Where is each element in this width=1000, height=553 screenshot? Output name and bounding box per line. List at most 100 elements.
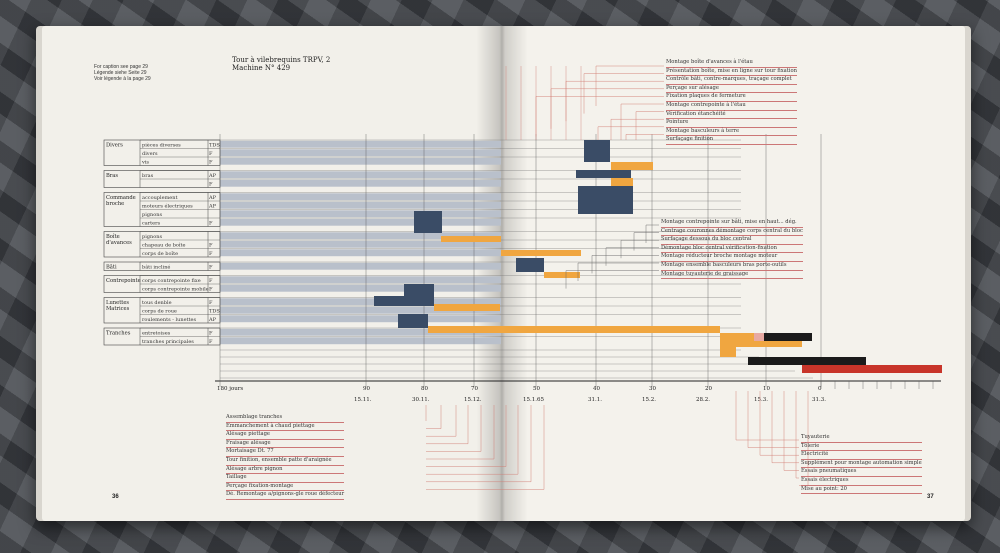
date-tick-label: 15.1.65: [523, 397, 544, 403]
activity-block: [584, 140, 610, 162]
supplier-code: F: [209, 278, 213, 284]
lead-time-bar: [220, 328, 501, 336]
activity-block: [544, 272, 580, 278]
leader-line: [735, 391, 799, 441]
leader-line: [426, 405, 469, 445]
day-tick-label: 80: [421, 386, 428, 392]
task-label: Taillage: [226, 474, 345, 483]
day-tick-label: 30: [649, 386, 656, 392]
lead-time-bar: [220, 306, 501, 314]
date-tick-label: 31.1.: [588, 397, 602, 403]
leader-line: [426, 405, 545, 490]
date-tick-label: 31.3.: [812, 397, 826, 403]
part-label: pignons: [142, 212, 162, 218]
leader-line: [583, 73, 664, 114]
date-tick-label: 28.2.: [696, 397, 710, 403]
leader-line: [771, 391, 799, 464]
supplier-code: F: [209, 300, 213, 306]
lead-time-bar: [220, 262, 501, 270]
supplier-code: TDS: [209, 142, 220, 148]
leader-line: [550, 88, 664, 129]
task-label: Fraisage alésage: [226, 440, 345, 449]
supplier-code: F: [209, 251, 213, 257]
caption-line-de: Légende siehe Seite 29: [94, 70, 147, 76]
lead-time-bar: [220, 157, 501, 165]
leader-line: [633, 232, 659, 251]
group-label: broche: [106, 201, 124, 207]
leader-line: [426, 405, 532, 483]
task-label: Perçage fixation-montage: [226, 483, 345, 492]
supplier-code: F: [209, 181, 213, 187]
part-label: divers: [142, 151, 158, 157]
supplier-code: F: [209, 330, 213, 336]
activity-block: [720, 347, 736, 357]
activity-block: [748, 357, 866, 365]
day-tick-label: 40: [593, 386, 600, 392]
supplier-code: F: [209, 151, 213, 157]
task-label: Démontage bloc central vérification-fixa…: [661, 245, 803, 254]
group-label: Contrepointe: [106, 278, 141, 284]
chart-title-line1: Tour à vilebrequins TRPV, 2: [232, 56, 331, 64]
leader-line: [426, 405, 519, 475]
leader-line: [595, 65, 664, 106]
leader-line: [747, 391, 799, 448]
day-tick-label: 0: [818, 386, 822, 392]
task-label: Electricité: [801, 451, 922, 460]
page-number-right: 37: [927, 494, 934, 500]
task-label: Alésage piettage: [226, 431, 345, 440]
leader-line: [620, 103, 664, 140]
task-label: Dé. Remontage a/pignons-gle roue défecte…: [226, 491, 345, 500]
day-tick-label: 70: [471, 386, 478, 392]
supplier-code: AP: [208, 173, 217, 179]
group-label: Tranches: [106, 331, 131, 337]
lead-time-bar: [220, 201, 501, 209]
part-label: roulements - lunettes: [142, 317, 197, 323]
day-tick-label: 180 jours: [217, 386, 243, 392]
activity-block: [404, 284, 434, 296]
leader-line: [426, 405, 457, 437]
caption-block: For caption see page 29 Légende siehe Se…: [94, 64, 151, 82]
part-label: bras: [142, 173, 154, 179]
lead-time-bar: [220, 315, 501, 323]
task-label: Surfaçage dessous du bloc central: [661, 236, 803, 245]
part-label: carters: [142, 220, 161, 226]
activity-block: [578, 186, 633, 214]
group-label: Bras: [106, 173, 118, 179]
task-label: Mise au point: 20: [801, 486, 922, 495]
task-label: Emmanchement à chaud piettage: [226, 423, 345, 432]
task-label: Montage tuyauterie de graissage: [661, 271, 803, 280]
supplier-code: F: [209, 242, 213, 248]
leader-line: [605, 247, 659, 266]
left-page: For caption see page 29 Légende siehe Se…: [42, 26, 502, 521]
supplier-code: F: [209, 339, 213, 345]
part-label: corps de roue: [142, 308, 177, 314]
page-number-left: 36: [112, 494, 119, 500]
lead-time-bar: [220, 337, 501, 345]
group-label: Lunettes: [106, 300, 129, 306]
part-label: vis: [141, 159, 149, 165]
activity-block: [374, 296, 434, 306]
day-tick-label: 20: [705, 386, 712, 392]
supplier-code: F: [209, 264, 213, 270]
supplier-code: AP: [208, 195, 217, 201]
group-label: Bâti: [106, 264, 117, 271]
day-tick-label: 10: [763, 386, 770, 392]
date-tick-label: 30.11.: [412, 397, 430, 403]
bottom-left-task-list: Assemblage tranches Emmanchement à chaud …: [226, 414, 345, 500]
activity-block: [398, 314, 428, 328]
supplier-code: F: [209, 220, 213, 226]
caption-line-en: For caption see page 29: [94, 64, 148, 70]
task-label: Tuyauterie: [801, 434, 922, 443]
supplier-code: AP: [208, 203, 217, 209]
supplier-code: AP: [208, 317, 217, 323]
leader-line: [635, 111, 664, 140]
part-label: bâti incliné: [142, 263, 170, 270]
activity-block: [501, 250, 581, 256]
activity-block: [611, 162, 653, 170]
leader-line: [426, 405, 482, 452]
leader-line: [783, 391, 799, 471]
lead-time-bar: [220, 179, 501, 187]
supplier-code: F: [209, 286, 213, 292]
group-label: Commande: [106, 195, 136, 201]
